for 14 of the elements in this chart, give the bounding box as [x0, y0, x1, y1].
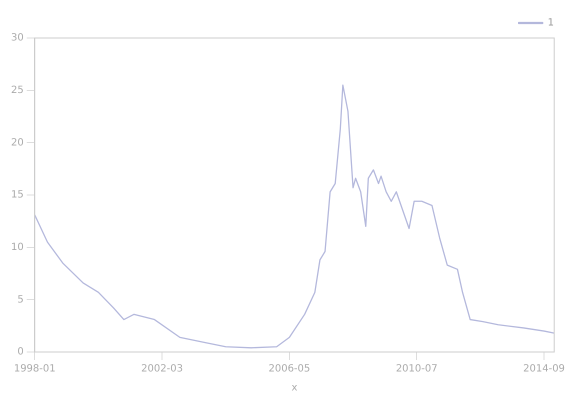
y-tick-label: 20	[10, 137, 24, 148]
y-tick-label: 25	[10, 84, 24, 96]
x-tick-label: 2014-09	[523, 364, 565, 375]
x-tick-label: 1998-01	[14, 364, 56, 375]
y-tick-label: 0	[17, 346, 24, 358]
y-tick-label: 5	[17, 294, 24, 306]
x-axis-title: x	[292, 382, 298, 394]
y-tick-label: 30	[10, 32, 24, 44]
x-tick-label: 2002-03	[141, 364, 183, 375]
x-tick-label: 2010-07	[396, 364, 438, 375]
x-tick-label: 2006-05	[268, 364, 310, 375]
legend-label: 1	[548, 18, 554, 29]
y-tick-label: 10	[10, 242, 24, 253]
y-tick-label: 15	[10, 190, 24, 201]
